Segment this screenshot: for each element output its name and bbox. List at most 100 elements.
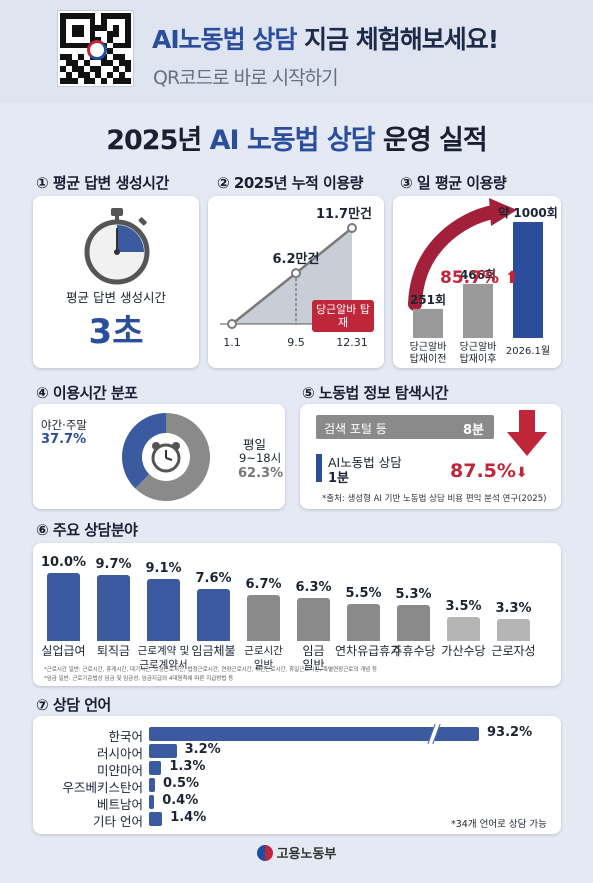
portal-label: 검색 포털 등 [324, 422, 387, 436]
qr-module [125, 30, 131, 37]
qr-module [113, 36, 120, 43]
topic-value-label: 7.6% [195, 571, 232, 587]
language-label: 기타 언어 [93, 814, 143, 829]
language-bar [149, 812, 163, 826]
stopwatch-icon [84, 208, 150, 285]
topic-category-label: 근로계약 및 근로계약서 [137, 645, 190, 671]
language-value-label: 1.4% [170, 810, 207, 825]
qr-module [95, 18, 102, 25]
panel-daily-average: 251회 당근알바 탑재이전 466회 당근알바 탑재이후 약 1000회 2026.1월 8… [393, 196, 561, 368]
section-header-5: ⑤ 노동법 정보 탐색시간 [302, 384, 449, 402]
qr-module [101, 60, 108, 67]
qr-module [107, 78, 114, 84]
topic-category-label: 퇴직금 [96, 644, 131, 658]
qr-module [101, 30, 108, 37]
panel-time-distribution: 야간·주말 37.7% 평일 9~18시 62.3% [33, 404, 285, 509]
qr-module [83, 30, 90, 37]
qr-module [77, 78, 84, 84]
qr-code-icon[interactable] [58, 11, 133, 86]
qr-module [101, 66, 108, 73]
ai-label: AI노동법 상담 [328, 455, 402, 470]
language-value-label: 3.2% [184, 742, 221, 757]
qr-module [60, 24, 66, 31]
data-point [227, 319, 237, 329]
qr-module [125, 24, 131, 31]
qr-module [71, 72, 78, 79]
x-tick-label: 12.31 [336, 336, 368, 349]
small-arrow-down-icon: ⬇ [515, 465, 528, 481]
ministry-footer: 고용노동부 [0, 843, 593, 862]
qr-module [65, 13, 72, 19]
daily-bar-label: 251회 [410, 292, 446, 307]
qr-emblem-icon [87, 40, 107, 60]
qr-module [71, 48, 78, 55]
topic-value-label: 9.1% [145, 561, 182, 577]
language-label: 베트남어 [96, 797, 143, 812]
qr-module [71, 13, 78, 19]
daily-bar-label: 466회 [460, 267, 496, 282]
qr-module [95, 72, 102, 79]
daily-category-label: 2026.1월 [506, 345, 550, 357]
topic-category-label: 임금 일반 [302, 644, 325, 672]
qr-module [65, 78, 72, 84]
reduction-value: 87.5%⬇ [450, 460, 528, 482]
qr-module [83, 24, 90, 31]
reduction-text: 87.5% [450, 460, 516, 482]
section-header-3: ③ 일 평균 이용량 [400, 174, 507, 192]
topic-value-label: 6.7% [245, 577, 282, 593]
qr-module [83, 60, 90, 67]
donut-slice [122, 413, 167, 489]
qr-module [65, 60, 72, 67]
qr-module [71, 42, 78, 49]
panel-topics: 10.0% 실업급여 9.7% 퇴직금 9.1% 근로계약 및 근로계약서 7.6% 임금체불… [33, 543, 561, 686]
qr-module [83, 18, 90, 25]
qr-module [119, 42, 126, 49]
qr-module [119, 48, 126, 55]
qr-module [119, 72, 126, 79]
qr-module [107, 54, 114, 61]
daily-category-label: 탑재이전 [410, 353, 447, 365]
qr-module [83, 54, 90, 61]
qr-module [71, 30, 78, 37]
qr-module [65, 24, 72, 31]
qr-module [107, 18, 114, 25]
growth-value: 85.7% ⬆ [440, 268, 519, 288]
qr-module [83, 48, 90, 55]
daily-bar [513, 222, 543, 338]
data-label: 6.2만건 [273, 251, 320, 267]
qr-module [101, 18, 108, 25]
qr-module [89, 36, 96, 43]
section-header-6: ⑥ 주요 상담분야 [36, 521, 138, 539]
qr-module [125, 36, 131, 43]
language-bar [149, 778, 155, 792]
language-label: 미얀마어 [96, 763, 143, 778]
title-highlight: AI 노동법 상담 [209, 125, 376, 156]
qr-module [95, 13, 102, 19]
qr-module [60, 72, 66, 79]
qr-module [125, 66, 131, 73]
arrow-down-icon [507, 410, 547, 456]
section-header-2: ② 2025년 누적 이용량 [217, 174, 363, 192]
x-tick-label: 1.1 [223, 336, 241, 349]
topic-bar [347, 603, 380, 641]
daily-category-label: 당근알바 [410, 341, 447, 353]
title-year: 2025년 [106, 125, 210, 156]
qr-module [113, 42, 120, 49]
alarm-clock-icon [151, 442, 181, 473]
qr-module [65, 54, 72, 61]
day-label: 평일 [243, 437, 267, 452]
qr-module [101, 36, 108, 43]
qr-module [107, 42, 114, 49]
qr-module [119, 13, 126, 19]
topic-value-label: 3.5% [445, 599, 482, 615]
qr-module [83, 36, 90, 43]
topic-category-label: 근로자성 [491, 644, 536, 658]
qr-module [107, 66, 114, 73]
topic-value-label: 3.3% [495, 600, 532, 616]
qr-module [77, 54, 84, 61]
topic-category-label: 가산수당 [441, 644, 486, 658]
topic-bar [197, 589, 230, 641]
qr-module [95, 30, 102, 37]
topic-value-label: 5.5% [345, 585, 382, 601]
data-label: 11.7만건 [316, 206, 372, 222]
